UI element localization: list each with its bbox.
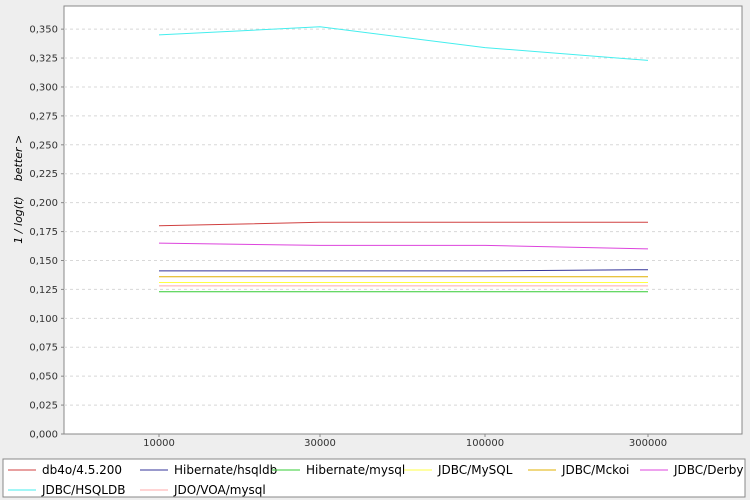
y-tick-label: 0,125 — [29, 285, 58, 296]
series-line — [158, 221, 648, 227]
y-tick-label: 0,025 — [29, 401, 58, 412]
legend-label: db4o/4.5.200 — [42, 463, 122, 477]
y-axis-hint: better > — [12, 135, 25, 181]
x-tick-label: 300000 — [629, 438, 667, 449]
y-tick-label: 0,200 — [29, 198, 58, 209]
y-tick-label: 0,300 — [29, 82, 58, 93]
y-axis-title: 1 / log(t) — [12, 196, 25, 243]
x-axis-ticks: 10000 30000 100000 300000 — [143, 434, 667, 449]
series-line — [158, 242, 649, 250]
y-tick-label: 0,225 — [29, 169, 58, 180]
legend: db4o/4.5.200 Hibernate/hsqldb Hibernate/my… — [8, 463, 744, 497]
legend-label: JDO/VOA/mysql — [173, 483, 266, 497]
y-axis-label: 1 / log(t) — [12, 196, 25, 243]
y-tick-label: 0,275 — [29, 111, 58, 122]
y-axis-ticks: 0,000 0,025 0,050 0,075 0,100 0,125 0,150 0,175… — [29, 25, 64, 441]
y-tick-label: 0,325 — [29, 54, 58, 65]
grid-lines — [64, 28, 742, 406]
legend-label: Hibernate/mysql — [306, 463, 405, 477]
y-tick-label: 0,250 — [29, 140, 58, 151]
legend-box — [2, 458, 746, 498]
y-tick-label: 0,050 — [29, 372, 58, 383]
legend-label: JDBC/HSQLDB — [41, 483, 125, 497]
plot-area — [63, 5, 743, 435]
series-line — [159, 269, 649, 272]
legend-label: JDBC/MySQL — [437, 463, 513, 477]
legend-label: JDBC/Mckoi — [561, 463, 629, 477]
legend-label: Hibernate/hsqldb — [174, 463, 277, 477]
y-tick-label: 0,075 — [29, 343, 58, 354]
legend-label: JDBC/Derby — [673, 463, 744, 477]
x-tick-label: 100000 — [466, 438, 504, 449]
x-tick-label: 10000 — [143, 438, 175, 449]
y-tick-label: 0,100 — [29, 314, 58, 325]
series-lines — [158, 26, 649, 293]
y-tick-label: 0,175 — [29, 227, 58, 238]
y-tick-label: 0,000 — [29, 430, 58, 441]
y-tick-label: 0,150 — [29, 256, 58, 267]
x-tick-label: 30000 — [304, 438, 336, 449]
y-tick-label: 0,350 — [29, 25, 58, 36]
series-line — [158, 26, 649, 61]
